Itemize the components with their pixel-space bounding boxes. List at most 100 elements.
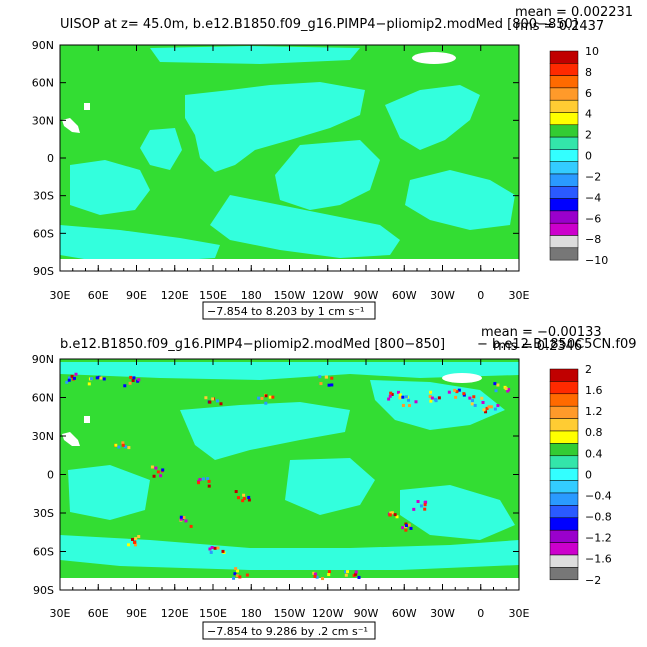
panel2-speckle (354, 570, 358, 574)
panel1-colorbar-swatch (549, 198, 579, 212)
panel2-speckle (344, 570, 348, 574)
panel1-colorbar-swatch (549, 50, 579, 64)
panel1-colorbar-label: 4 (585, 108, 592, 121)
panel2-colorbar-swatch (549, 492, 579, 506)
panel2-rms: rms = 0.2346 (493, 339, 582, 354)
panel1-colorbar-label: −8 (585, 233, 601, 246)
panel2-speckle (95, 376, 99, 380)
panel2-colorbar-swatch (549, 443, 579, 457)
panel2-speckle (388, 394, 392, 398)
panel1-colorbar-swatch (549, 87, 579, 101)
panel2-speckle (428, 394, 432, 398)
panel2-speckle (235, 574, 239, 578)
panel2-speckle (152, 474, 156, 478)
panel2-speckle (216, 546, 220, 550)
panel2-speckle (344, 573, 348, 577)
panel2-speckle (65, 380, 69, 384)
panel2-speckle (455, 390, 459, 394)
panel2-colorbar-label: 0 (585, 468, 592, 481)
panel1-xtick-label: 0 (477, 289, 484, 302)
panel2-speckle (198, 478, 202, 482)
panel2-xtick-label: 180 (241, 607, 262, 620)
panel1-colorbar-swatch (549, 112, 579, 126)
panel2-region-indian (68, 465, 150, 520)
panel1-colorbar-swatch (549, 149, 579, 162)
panel1-xtick-label: 150E (199, 289, 227, 302)
panel2-colorbar-swatch (549, 430, 579, 444)
panel2-ytick-label: 90S (33, 584, 54, 597)
panel2-speckle (401, 395, 405, 399)
panel1-contour-info: −7.854 to 8.203 by 1 cm s⁻¹ (207, 305, 364, 318)
panel1-region-eastpacific (275, 140, 380, 210)
panel2-speckle (480, 396, 484, 400)
panel2-contour-info-frame (202, 621, 376, 640)
panel2-speckle (208, 400, 212, 404)
panel1-xtick-label: 60E (88, 289, 109, 302)
panel2-speckle (161, 468, 165, 472)
panel2-region-southern (60, 535, 519, 570)
panel2-colorbar-label: 2 (585, 363, 592, 376)
panel2-speckle (404, 524, 408, 528)
panel2-speckle (127, 446, 131, 450)
panel2-colorbar-swatch (549, 393, 579, 407)
panel2-speckle (485, 406, 489, 410)
panel2-speckle (268, 395, 272, 399)
panel2-speckle (114, 443, 118, 447)
panel2-speckle (117, 445, 121, 449)
panel2-colorbar-swatch (549, 542, 579, 556)
panel2-speckle (407, 398, 411, 402)
panel1-ytick-label: 60S (33, 227, 54, 240)
panel1-xtick-label: 150W (274, 289, 306, 302)
panel2-speckle (313, 572, 317, 576)
panel2-speckle (354, 572, 358, 576)
panel2-speckle (197, 481, 201, 485)
panel1-colorbar-swatch (549, 247, 579, 261)
panel2-speckle (134, 537, 138, 541)
panel2-speckle (468, 396, 472, 400)
panel1-ytick-label: 60N (32, 77, 54, 90)
panel1-colorbar: 10 8 6 4 2 0 −2 −4 −6 −8 −10 (549, 45, 608, 267)
panel2-speckle (213, 546, 217, 550)
panel1-rms: rms = 0.2437 (515, 19, 604, 34)
panel2-speckle (393, 513, 397, 517)
panel2-speckle (401, 403, 405, 407)
panel2-ytick-label: 90N (32, 353, 54, 366)
panel2-speckle (234, 490, 238, 494)
panel2-speckle (209, 550, 213, 554)
panel2-speckle (204, 396, 208, 400)
panel1-colorbar-swatch (549, 173, 579, 187)
panel2-speckle (398, 396, 402, 400)
panel2-speckle (87, 382, 91, 386)
panel2-speckle (90, 377, 94, 381)
panel2-speckle (423, 507, 427, 511)
panel1-ytick-label: 90S (33, 265, 54, 278)
panel2-speckle (404, 528, 408, 532)
panel1-region-northpacific (185, 82, 365, 172)
panel1-mean: mean = 0.002231 (515, 5, 633, 20)
panel2-region-eastpacific (285, 458, 375, 515)
panel1-xtick-label: 90W (354, 289, 379, 302)
panel1-ytick-label: 30N (32, 114, 54, 127)
panel2-speckle (484, 410, 488, 414)
panel2-colorbar-label: 1.6 (585, 384, 603, 397)
panel2-speckle (414, 400, 418, 404)
panel2-speckle (389, 391, 393, 395)
panel2-speckle (489, 405, 493, 409)
panel2-xtick-label: 30E (50, 607, 71, 620)
panel2-colorbar-swatch (549, 529, 579, 543)
panel2-xtick-label: 0 (477, 607, 484, 620)
panel2-ytick-label: 60S (33, 546, 54, 559)
panel2-speckle (318, 375, 322, 379)
panel1-colorbar-label: −2 (585, 170, 601, 183)
panel2-speckle (437, 396, 441, 400)
panel2-speckle (201, 477, 205, 481)
panel2-speckle (321, 577, 325, 581)
panel2-colorbar-swatch (549, 505, 579, 519)
panel2-speckle (221, 549, 225, 553)
panel1-colorbar-swatch (549, 63, 579, 76)
panel2-colorbar-label: −0.4 (585, 489, 612, 502)
panel1-region-southern (60, 225, 220, 262)
panel2-speckle (457, 388, 461, 392)
panel1-region-southatlantic (405, 170, 515, 230)
